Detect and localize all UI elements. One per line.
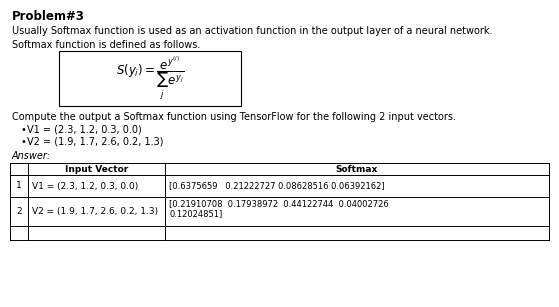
Text: Softmax: Softmax: [336, 165, 378, 173]
Text: V2 = (1.9, 1.7, 2.6, 0.2, 1.3): V2 = (1.9, 1.7, 2.6, 0.2, 1.3): [27, 137, 163, 147]
Text: 0.12024851]: 0.12024851]: [169, 209, 222, 218]
Text: V1 = (2.3, 1.2, 0.3, 0.0): V1 = (2.3, 1.2, 0.3, 0.0): [32, 181, 138, 191]
FancyBboxPatch shape: [59, 51, 241, 106]
Text: V1 = (2.3, 1.2, 0.3, 0.0): V1 = (2.3, 1.2, 0.3, 0.0): [27, 125, 142, 135]
Text: V2 = (1.9, 1.7, 2.6, 0.2, 1.3): V2 = (1.9, 1.7, 2.6, 0.2, 1.3): [32, 207, 158, 216]
Text: Softmax function is defined as follows.: Softmax function is defined as follows.: [12, 40, 200, 50]
Text: Usually Softmax function is used as an activation function in the output layer o: Usually Softmax function is used as an a…: [12, 26, 492, 36]
Text: Problem#3: Problem#3: [12, 10, 85, 23]
Text: 2: 2: [16, 207, 22, 216]
Text: Answer:: Answer:: [12, 151, 51, 161]
Text: Compute the output a Softmax function using TensorFlow for the following 2 input: Compute the output a Softmax function us…: [12, 112, 456, 122]
Text: $S(y_i) = \dfrac{e^{y^{(i)}}}{\sum_j e^{y_j}}$: $S(y_i) = \dfrac{e^{y^{(i)}}}{\sum_j e^{…: [116, 55, 184, 102]
Text: 1: 1: [16, 181, 22, 191]
Text: [0.21910708  0.17938972  0.44122744  0.04002726: [0.21910708 0.17938972 0.44122744 0.0400…: [169, 199, 389, 208]
Text: •: •: [20, 137, 26, 147]
Text: •: •: [20, 125, 26, 135]
Text: Input Vector: Input Vector: [65, 165, 128, 173]
Text: [0.6375659   0.21222727 0.08628516 0.06392162]: [0.6375659 0.21222727 0.08628516 0.06392…: [169, 181, 385, 191]
